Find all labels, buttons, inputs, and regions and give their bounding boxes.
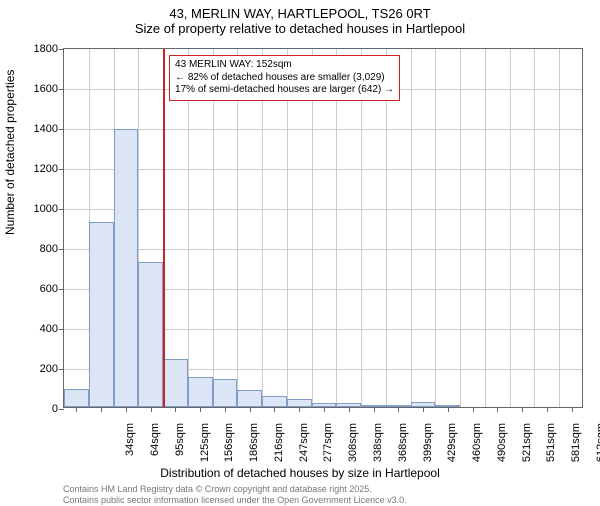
highlight-line [163, 49, 165, 407]
gridline-v [485, 49, 486, 407]
x-tick [572, 407, 573, 412]
x-tick [374, 407, 375, 412]
x-tick [126, 407, 127, 412]
gridline-v [411, 49, 412, 407]
histogram-bar [138, 262, 163, 407]
gridline-v [312, 49, 313, 407]
x-tick [250, 407, 251, 412]
y-tick-label: 0 [22, 403, 58, 415]
annotation-line3: 17% of semi-detached houses are larger (… [175, 84, 394, 97]
y-tick-label: 1800 [22, 43, 58, 55]
y-tick [59, 409, 64, 410]
gridline-v [361, 49, 362, 407]
histogram-bar [287, 399, 312, 407]
gridline-v [336, 49, 337, 407]
x-tick [324, 407, 325, 412]
y-tick [59, 169, 64, 170]
gridline-h [64, 169, 582, 170]
y-tick [59, 329, 64, 330]
y-tick [59, 49, 64, 50]
gridline-v [237, 49, 238, 407]
y-tick [59, 209, 64, 210]
histogram-bar [163, 359, 188, 407]
y-tick-label: 1200 [22, 163, 58, 175]
gridline-v [460, 49, 461, 407]
histogram-bar [64, 389, 89, 407]
footer-line1: Contains HM Land Registry data © Crown c… [63, 484, 407, 495]
y-tick-label: 1600 [22, 83, 58, 95]
y-tick-label: 600 [22, 283, 58, 295]
histogram-bar [114, 129, 139, 407]
gridline-v [386, 49, 387, 407]
gridline-h [64, 129, 582, 130]
gridline-v [435, 49, 436, 407]
y-tick-label: 200 [22, 363, 58, 375]
y-tick-label: 800 [22, 243, 58, 255]
y-axis-title: Number of detached properties [3, 70, 17, 235]
title-line1: 43, MERLIN WAY, HARTLEPOOL, TS26 0RT [0, 6, 600, 21]
histogram-bar [262, 396, 287, 407]
y-tick-label: 400 [22, 323, 58, 335]
annotation-line2: ← 82% of detached houses are smaller (3,… [175, 72, 394, 85]
y-tick [59, 129, 64, 130]
x-tick [497, 407, 498, 412]
x-tick [448, 407, 449, 412]
y-tick [59, 289, 64, 290]
y-tick-label: 1000 [22, 203, 58, 215]
x-tick [299, 407, 300, 412]
x-tick [398, 407, 399, 412]
x-tick [175, 407, 176, 412]
histogram-bar [213, 379, 238, 407]
x-tick [76, 407, 77, 412]
gridline-v [510, 49, 511, 407]
histogram-bar [188, 377, 213, 407]
x-tick [349, 407, 350, 412]
x-tick [274, 407, 275, 412]
x-tick [225, 407, 226, 412]
title-line2: Size of property relative to detached ho… [0, 21, 600, 36]
y-tick [59, 89, 64, 90]
x-tick [473, 407, 474, 412]
y-tick-label: 1400 [22, 123, 58, 135]
gridline-v [213, 49, 214, 407]
gridline-h [64, 209, 582, 210]
gridline-v [188, 49, 189, 407]
histogram-bar [237, 390, 262, 407]
histogram-bar [89, 222, 114, 407]
x-tick [522, 407, 523, 412]
footer-attribution: Contains HM Land Registry data © Crown c… [63, 484, 407, 506]
gridline-v [534, 49, 535, 407]
x-tick [547, 407, 548, 412]
histogram-plot-area: 02004006008001000120014001600180034sqm64… [63, 48, 583, 408]
x-tick [200, 407, 201, 412]
gridline-v [559, 49, 560, 407]
annotation-box: 43 MERLIN WAY: 152sqm← 82% of detached h… [169, 55, 400, 101]
gridline-v [262, 49, 263, 407]
gridline-v [287, 49, 288, 407]
gridline-h [64, 249, 582, 250]
y-tick [59, 369, 64, 370]
y-tick [59, 249, 64, 250]
x-tick [101, 407, 102, 412]
x-tick [423, 407, 424, 412]
footer-line2: Contains public sector information licen… [63, 495, 407, 506]
x-tick [151, 407, 152, 412]
x-axis-title: Distribution of detached houses by size … [0, 466, 600, 480]
annotation-line1: 43 MERLIN WAY: 152sqm [175, 59, 394, 72]
chart-title-block: 43, MERLIN WAY, HARTLEPOOL, TS26 0RT Siz… [0, 0, 600, 36]
